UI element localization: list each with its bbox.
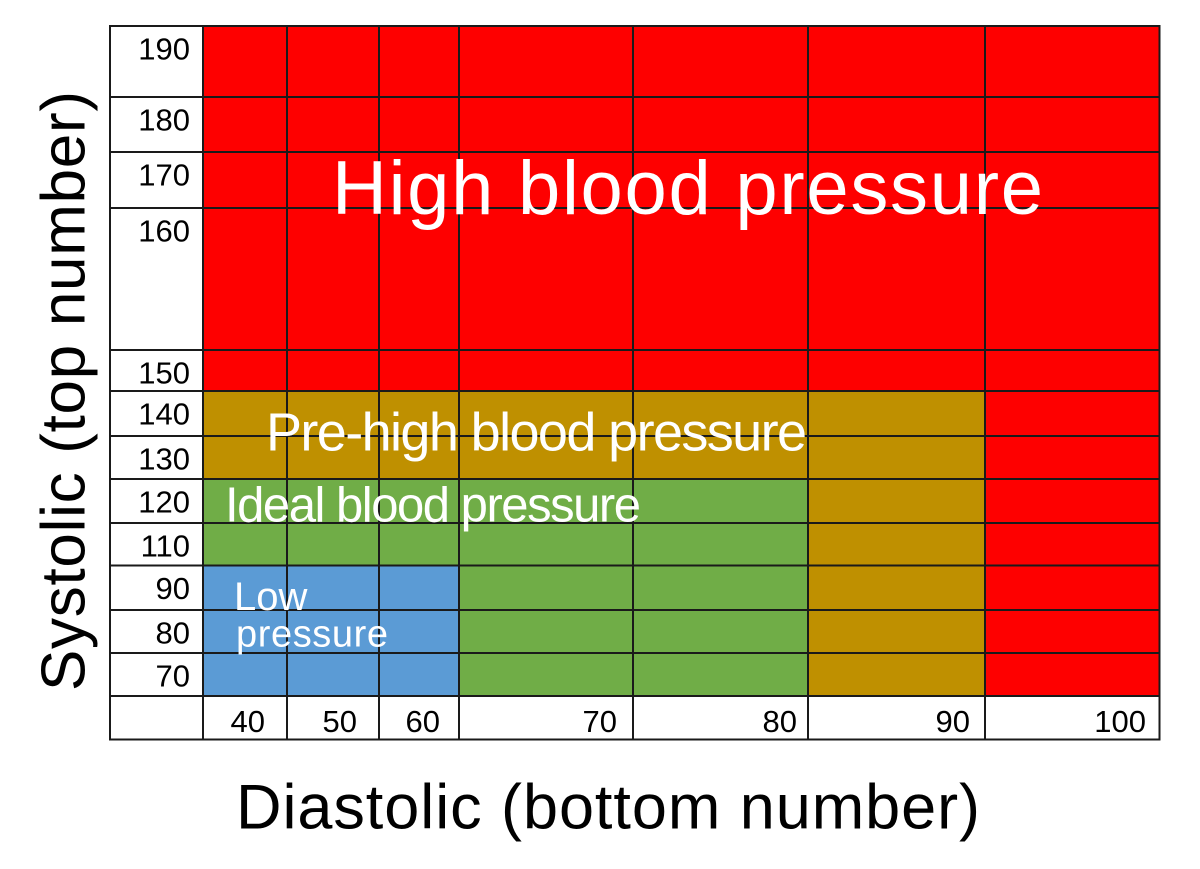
svg-text:150: 150 xyxy=(138,356,190,391)
svg-text:120: 120 xyxy=(138,485,190,520)
svg-text:160: 160 xyxy=(138,214,190,249)
svg-text:Low: Low xyxy=(234,575,307,619)
svg-text:70: 70 xyxy=(583,704,617,739)
svg-text:80: 80 xyxy=(763,704,797,739)
svg-text:pressure: pressure xyxy=(236,614,388,656)
svg-text:Pre-high blood pressure: Pre-high blood pressure xyxy=(266,403,807,463)
svg-text:180: 180 xyxy=(138,103,190,138)
svg-text:50: 50 xyxy=(323,704,357,739)
svg-text:60: 60 xyxy=(406,704,440,739)
svg-text:90: 90 xyxy=(156,571,190,606)
svg-text:130: 130 xyxy=(138,442,190,477)
svg-text:40: 40 xyxy=(231,704,265,739)
svg-text:Ideal blood pressure: Ideal blood pressure xyxy=(225,479,641,533)
svg-text:Systolic (top number): Systolic (top number) xyxy=(30,91,99,691)
svg-text:High blood pressure: High blood pressure xyxy=(332,146,1043,231)
svg-text:100: 100 xyxy=(1094,704,1146,739)
svg-text:190: 190 xyxy=(138,32,190,67)
svg-text:70: 70 xyxy=(156,659,190,694)
svg-text:90: 90 xyxy=(936,704,970,739)
svg-text:Diastolic (bottom number): Diastolic (bottom number) xyxy=(236,773,980,843)
svg-text:110: 110 xyxy=(141,529,190,564)
svg-text:170: 170 xyxy=(138,158,190,193)
svg-text:140: 140 xyxy=(138,397,190,432)
svg-text:80: 80 xyxy=(156,616,190,651)
